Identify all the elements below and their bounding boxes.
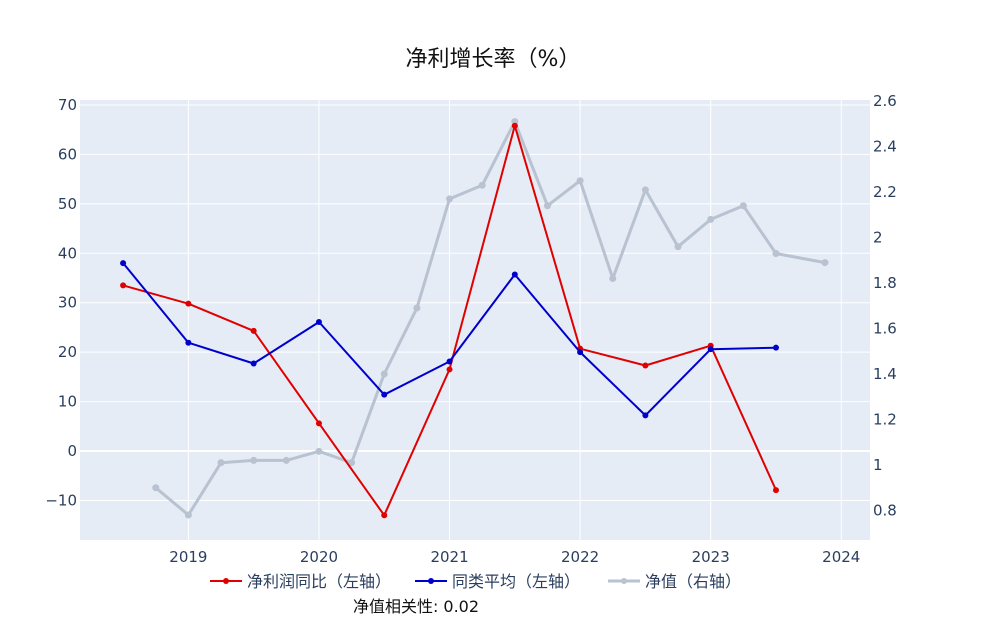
data-point [282,456,290,464]
data-point [413,304,421,312]
data-point [821,259,829,267]
y-left-tick-label: 60 [58,145,77,163]
data-point [217,459,225,467]
data-point [609,275,617,283]
y-right-tick-label: 2 [873,229,883,247]
x-tick-label: 2023 [692,548,730,566]
data-point [674,243,682,251]
data-point [381,512,388,519]
x-tick-label: 2020 [300,548,338,566]
y-left-tick-label: 0 [67,442,77,460]
legend-label: 同类平均（左轴） [452,572,580,591]
data-point [642,412,649,419]
y-left-tick-label: 20 [58,343,77,361]
legend-item[interactable]: 同类平均（左轴） [415,572,580,591]
data-point [315,447,323,455]
data-point [120,282,127,289]
y-right-tick-label: 2.2 [873,183,897,201]
data-point [381,391,388,398]
y-left-tick-label: 70 [58,96,77,114]
data-point [315,318,322,325]
y-left-tick-label: 40 [58,244,77,262]
legend-item[interactable]: 净利润同比（左轴） [210,572,391,591]
data-point [348,459,356,467]
data-point [772,249,780,257]
data-point [511,122,518,129]
legend-label: 净利润同比（左轴） [247,572,391,591]
data-point [446,358,453,365]
y-right-tick-label: 1.2 [873,410,897,428]
y-left-tick-label: 10 [58,393,77,411]
y-right-tick-label: 2.4 [873,138,897,156]
x-tick-label: 2024 [822,548,860,566]
data-point [707,346,714,353]
grid [80,100,870,540]
data-point [185,339,192,346]
data-point [184,511,192,519]
legend-swatch-marker [621,578,627,584]
data-point [772,344,779,351]
data-point [642,362,649,369]
data-point [315,420,322,427]
x-tick-label: 2021 [430,548,468,566]
y-left-tick-label: 50 [58,195,77,213]
data-point [511,271,518,278]
y-right-tick-label: 1 [873,456,883,474]
data-point [250,360,257,367]
data-point [707,215,715,223]
data-point [641,186,649,194]
x-tick-label: 2019 [169,548,207,566]
y-right-tick-label: 0.8 [873,501,897,519]
series-2 [152,118,829,519]
y-left-tick-label: −10 [45,491,77,509]
x-tick-label: 2022 [561,548,599,566]
legend-swatch-marker [223,578,229,584]
data-point [543,202,551,210]
y-right-tick-label: 1.6 [873,320,897,338]
legend-swatch-marker [428,578,434,584]
data-point [152,484,160,492]
data-point [446,366,453,373]
data-point [576,177,584,185]
series-layer [120,118,829,519]
data-point [739,202,747,210]
y-right-tick-label: 2.6 [873,92,897,110]
y-right-tick-label: 1.8 [873,274,897,292]
data-point [446,195,454,203]
data-point [478,181,486,189]
data-point [772,487,779,494]
y-left-tick-label: 30 [58,294,77,312]
data-point [380,370,388,378]
data-point [250,456,258,464]
y-right-tick-label: 1.4 [873,365,897,383]
chart-title: 净利增长率（%） [406,47,581,72]
data-point [120,260,127,267]
data-point [185,300,192,307]
data-point [250,327,257,334]
axis-ticks: 2019 2020 2021 2022 2023 2024 −10 0 10 20 30 40 50 60… [45,92,897,566]
series-1 [120,260,779,419]
data-point [577,349,584,356]
correlation-note: 净值相关性: 0.02 [353,597,479,616]
legend-label: 净值（右轴） [645,572,741,591]
plot-area [80,100,870,540]
legend: 净利润同比（左轴） 同类平均（左轴） 净值（右轴） [210,572,741,591]
legend-item[interactable]: 净值（右轴） [608,572,741,591]
